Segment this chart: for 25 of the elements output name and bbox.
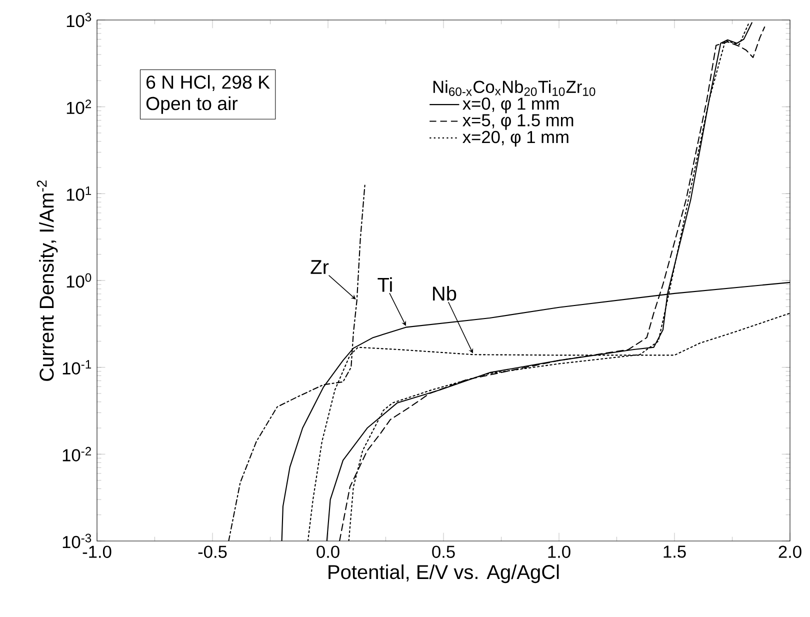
y-tick-label: 10$^{-3}$	[62, 534, 92, 548]
text: Nb	[433, 286, 456, 301]
y-tick-label: 10$^{2}$	[66, 100, 92, 114]
y-tick-label: 10$^{3}$	[66, 12, 92, 28]
x-tick-label: -0.5	[198, 546, 227, 558]
series-label: Zr	[310, 260, 329, 274]
legend-label: Ti	[378, 277, 392, 292]
y-axis-title: Current Density, I/Am$^{-2}$	[36, 180, 58, 381]
y-tick-label: 10$^{-2}$	[62, 446, 92, 462]
x-tick-label: -1.0	[82, 546, 112, 558]
x-tick-label: 0.5	[432, 546, 455, 558]
annotation: Open to air	[146, 96, 238, 114]
y-tick-label: 10$^{-1}$	[62, 360, 92, 374]
text: Ni$_{60-x}$Co$_{x}$Nb$_{20}$Ti$_{10}$Zr$_{10}$	[433, 80, 596, 96]
legend-label: x=5, φ 1.5 mm	[462, 114, 574, 130]
y-tick-label: 10$^{1}$	[66, 186, 92, 201]
legend-label: x=0, φ 1 mm	[462, 98, 559, 114]
x-tick-label: 2.0	[778, 546, 802, 558]
x-tick-label: 0.0	[316, 546, 340, 558]
annotation: 6 N HCl, 298 K	[146, 75, 270, 91]
x-tick-label: 1.0	[548, 546, 570, 558]
legend-label: x=20, φ 1 mm	[462, 130, 568, 147]
x-tick-label: 1.5	[664, 546, 686, 558]
x-axis-title: Potential, E/V vs. Ag/AgCl	[328, 564, 559, 584]
y-tick-label: 10$^{0}$	[66, 273, 92, 288]
